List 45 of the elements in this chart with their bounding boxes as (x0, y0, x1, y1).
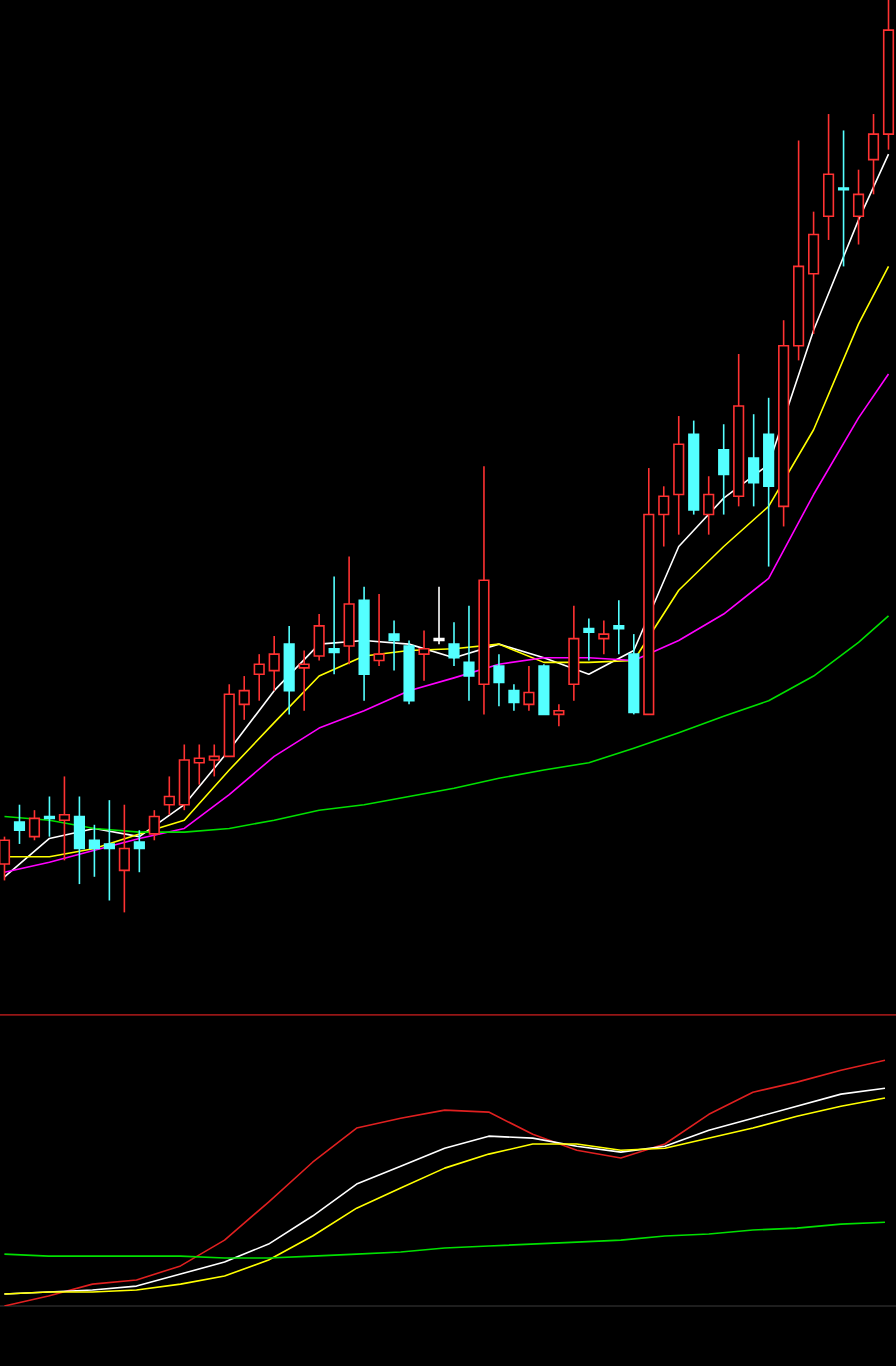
candlestick (238, 675, 250, 721)
candlestick (373, 593, 385, 667)
candlestick (88, 823, 100, 878)
candlestick (583, 617, 595, 662)
candlestick (253, 653, 265, 702)
candlestick (837, 129, 850, 268)
candlestick (58, 775, 71, 862)
candlestick (193, 743, 205, 786)
candlestick (463, 605, 475, 702)
candlestick (703, 475, 715, 536)
candlestick (118, 803, 130, 914)
candlestick (178, 743, 190, 811)
candlestick (268, 635, 280, 692)
candlestick (343, 555, 355, 666)
candlestick (448, 621, 460, 667)
candlestick (493, 653, 505, 707)
candlestick (163, 775, 175, 816)
candlestick (568, 605, 580, 702)
candlestick (508, 683, 520, 712)
candlestick (298, 649, 310, 712)
candlestick (388, 619, 400, 672)
candlestick (313, 613, 325, 662)
candlestick (598, 619, 610, 655)
candlestick (852, 168, 865, 246)
candlestick (822, 113, 835, 241)
candlestick (867, 113, 880, 196)
candlestick (613, 599, 625, 655)
candlestick (283, 625, 295, 716)
candlestick (148, 809, 160, 842)
candlestick (718, 423, 730, 516)
candlestick (43, 795, 56, 838)
candlestick (13, 803, 26, 845)
candlestick (328, 575, 340, 676)
candlestick (523, 665, 535, 712)
candlestick (748, 413, 760, 508)
candlestick (208, 743, 220, 778)
candlestick (133, 829, 145, 874)
candlestick (808, 210, 820, 335)
candlestick (658, 485, 670, 548)
candlestick (553, 703, 565, 728)
candlestick (28, 809, 41, 842)
candlestick (433, 585, 445, 645)
candlestick (103, 799, 115, 902)
candlestick (73, 795, 85, 885)
candlestick (418, 629, 430, 682)
